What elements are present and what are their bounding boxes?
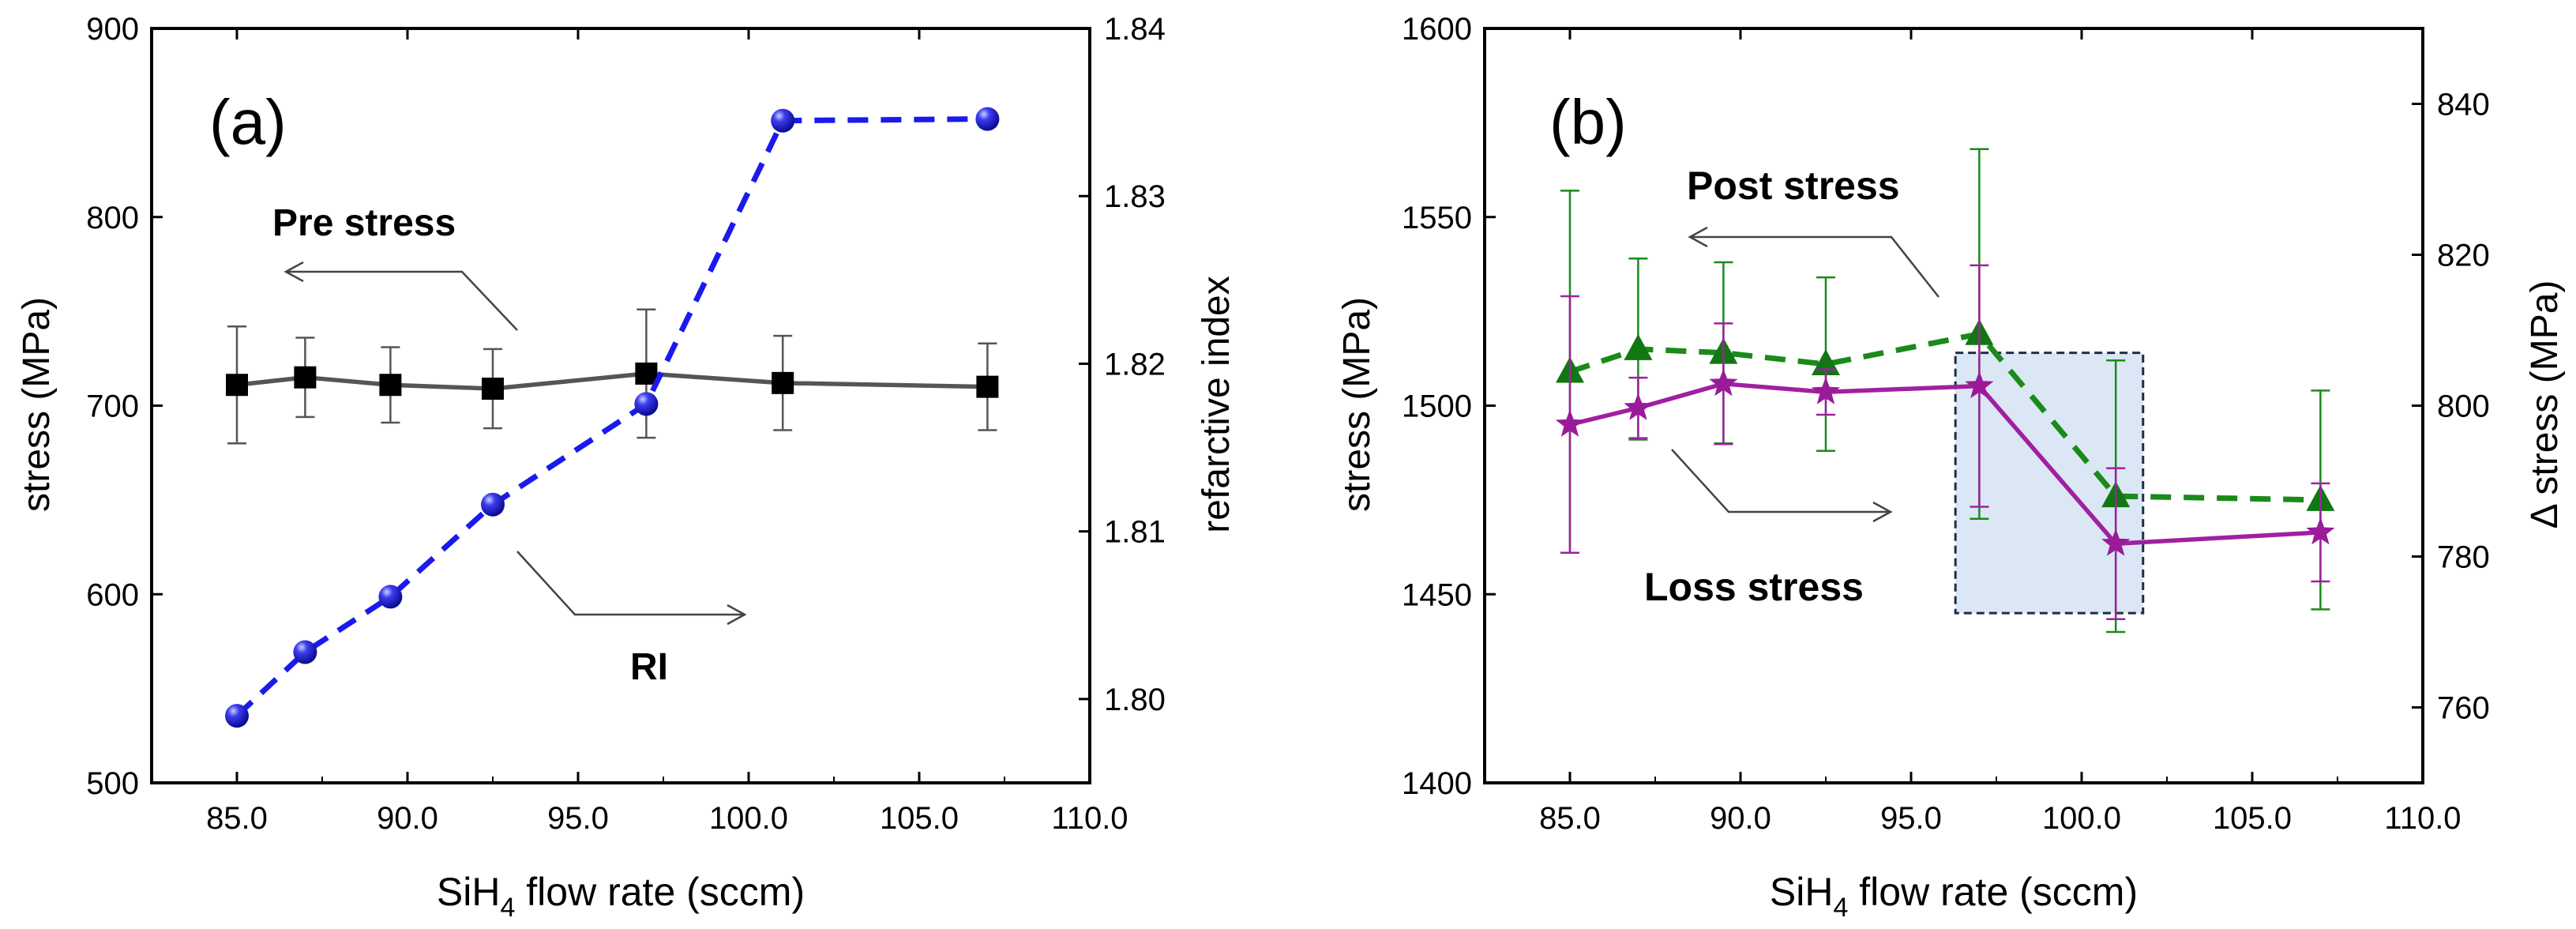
- ri-annotation: RI: [630, 646, 668, 688]
- pre-stress-line: [236, 371, 988, 391]
- pre-stress-point: [635, 362, 658, 385]
- panel-b-y-tick-label: 1600: [1402, 12, 1472, 47]
- panel-b-y2-tick-label: 760: [2437, 691, 2490, 726]
- panel-a-y-tick-label: 700: [86, 389, 139, 424]
- panel-b-x-tick-label: 100.0: [2042, 801, 2121, 836]
- panel-a-y2-tick-label: 1.80: [1104, 683, 1166, 717]
- panel-b-y2-axis-title: Δ stress (MPa): [2524, 280, 2566, 529]
- panel-a-y-axis-title: stress (MPa): [16, 297, 58, 512]
- pre-stress-point: [294, 366, 317, 389]
- panel-b-y2-tick-label: 780: [2437, 540, 2490, 575]
- panel-b-x-tick-label: 110.0: [2384, 801, 2461, 836]
- panel-a-x-tick-label: 95.0: [547, 801, 609, 836]
- panel-a-x-axis-title: SiH4 flow rate (sccm): [437, 870, 805, 923]
- panel-a-y2-tick-label: 1.81: [1104, 515, 1166, 550]
- panel-b-y-tick-label: 1400: [1402, 766, 1472, 801]
- ri-point: [634, 392, 659, 416]
- pre-stress-point: [226, 374, 248, 397]
- panel-a-x-tick-label: 90.0: [377, 801, 438, 836]
- panel-b-label: (b): [1549, 87, 1627, 157]
- panel-b-y2-tick-label: 840: [2437, 88, 2490, 122]
- panel-a-y-tick-label: 800: [86, 201, 139, 235]
- panel-b-x-tick-label: 85.0: [1539, 801, 1601, 836]
- loss-stress-point: [1811, 377, 1841, 404]
- panel-b-plot-frame: [1483, 27, 2424, 784]
- panel-b-x-tick-label: 95.0: [1880, 801, 1942, 836]
- panel-a-y-tick-label: 900: [86, 12, 139, 47]
- ri-point: [378, 585, 403, 609]
- ri-point: [293, 640, 317, 664]
- post-stress-arrow: [1688, 226, 1940, 298]
- post-stress-line: [1568, 331, 2321, 503]
- panel-a-x-tick-label: 110.0: [1051, 801, 1128, 836]
- pre-stress-point: [379, 374, 402, 397]
- panel-a-y2-tick-label: 1.82: [1104, 347, 1166, 382]
- panel-b-y-tick-label: 1500: [1402, 389, 1472, 424]
- panel-b-y-axis-title: stress (MPa): [1336, 297, 1378, 512]
- panel-b-x-tick-label: 105.0: [2213, 801, 2292, 836]
- loss-stress-point: [2306, 517, 2335, 545]
- loss-stress-point: [1555, 409, 1585, 437]
- panel-a-x-tick-label: 85.0: [206, 801, 268, 836]
- loss-stress-point: [2101, 528, 2131, 556]
- ri-point: [481, 492, 505, 517]
- panel-a-y2-tick-label: 1.84: [1104, 12, 1166, 47]
- panel-a-label: (a): [209, 87, 287, 157]
- panel-b-y2-tick-label: 800: [2437, 389, 2490, 424]
- panel-b-y-tick-label: 1450: [1402, 577, 1472, 612]
- panel-a-y-tick-label: 500: [86, 766, 139, 801]
- ri-point: [975, 107, 1000, 131]
- ri-arrow: [516, 551, 747, 626]
- pre-stress-annotation: Pre stress: [272, 202, 456, 244]
- loss-stress-annotation: Loss stress: [1644, 565, 1864, 609]
- post-stress-point: [1624, 333, 1653, 360]
- panel-b-x-axis-title: SiH4 flow rate (sccm): [1770, 870, 2138, 923]
- panel-a-plot-frame: [150, 27, 1091, 784]
- post-stress-annotation: Post stress: [1687, 164, 1900, 208]
- panel-a-y2-tick-label: 1.83: [1104, 179, 1166, 214]
- panel-a: 85.0 90.0 95.0 100.0 105.0 110.0 500 600 700 800 9…: [16, 12, 1237, 923]
- panel-a-x-tick-label: 100.0: [709, 801, 788, 836]
- panel-a-y-tick-label: 600: [86, 577, 139, 612]
- loss-stress-arrow: [1671, 449, 1893, 523]
- loss-stress-point: [1624, 393, 1653, 420]
- pre-stress-point: [772, 371, 794, 394]
- panel-a-y2-axis-title: refarctive index: [1196, 276, 1237, 532]
- panel-a-x-tick-label: 105.0: [880, 801, 959, 836]
- loss-stress-point: [1965, 370, 1994, 398]
- loss-stress-point: [1709, 368, 1738, 397]
- panel-b-x-tick-label: 90.0: [1710, 801, 1771, 836]
- panel-b-y2-tick-label: 820: [2437, 239, 2490, 273]
- pre-stress-point: [976, 375, 999, 398]
- pre-stress-point: [482, 378, 504, 401]
- ri-point: [771, 108, 795, 133]
- panel-b: 85.0 90.0 95.0 100.0 105.0 110.0 1400 1450 1500 1…: [1336, 12, 2566, 923]
- pre-stress-arrow: [284, 261, 518, 331]
- ri-point: [225, 704, 249, 728]
- loss-stress-line: [1569, 382, 2321, 547]
- panel-b-y-tick-label: 1550: [1402, 201, 1472, 235]
